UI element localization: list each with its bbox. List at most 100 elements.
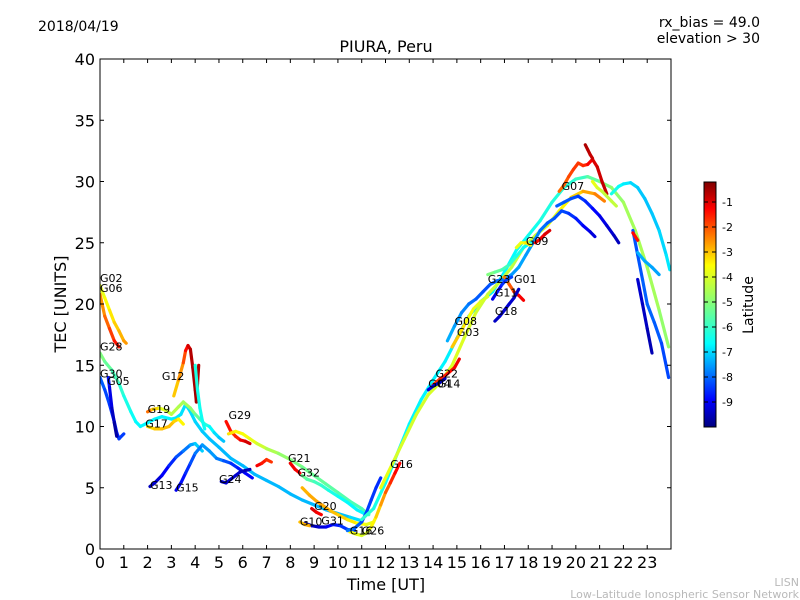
sat-label-g10: G10 xyxy=(300,516,323,529)
x-tick-label: 2 xyxy=(142,553,152,572)
series-g13 xyxy=(148,442,204,489)
series-segment xyxy=(593,192,607,203)
sat-label-g08: G08 xyxy=(455,315,478,328)
series-segment xyxy=(379,491,388,507)
y-tick-label: 20 xyxy=(75,295,95,314)
series-segment xyxy=(657,308,671,349)
series-segment xyxy=(167,455,178,468)
series-segment xyxy=(538,221,549,233)
series-segment xyxy=(200,418,207,431)
colorbar-tick-label: -4 xyxy=(722,271,733,284)
series-segment xyxy=(195,388,202,410)
series-segment xyxy=(595,165,604,184)
series-g09r xyxy=(533,228,552,245)
series-g14 xyxy=(379,189,607,490)
x-axis-label: Time [UT] xyxy=(346,575,425,594)
series-segment xyxy=(636,186,647,201)
series-segment xyxy=(369,515,378,529)
series-segment xyxy=(438,377,447,384)
series-g29b xyxy=(226,429,371,517)
x-tick-label: 19 xyxy=(542,553,562,572)
series-segment xyxy=(360,507,376,522)
footer-network: Low-Latitude Ionospheric Sensor Network xyxy=(570,588,799,600)
series-segment xyxy=(129,410,138,424)
series-segment xyxy=(462,311,478,340)
series-segment xyxy=(645,265,661,312)
sat-label-g04: G04 xyxy=(428,377,451,390)
series-segment xyxy=(640,277,649,306)
x-tick-label: 0 xyxy=(95,553,105,572)
series-segment xyxy=(526,219,542,237)
series-segment xyxy=(588,152,595,160)
series-segment xyxy=(383,481,392,495)
series-segment xyxy=(474,290,485,301)
series-segment xyxy=(514,246,526,258)
colorbar-tick-label: -8 xyxy=(722,371,733,384)
series-segment xyxy=(217,445,233,460)
x-tick-label: 4 xyxy=(190,553,200,572)
sat-label-g24: G24 xyxy=(219,473,242,486)
series-segment xyxy=(636,251,647,263)
y-tick-label: 40 xyxy=(75,50,95,69)
series-segment xyxy=(188,410,197,424)
series-segment xyxy=(374,476,383,490)
series-segment xyxy=(517,293,526,302)
series-segment xyxy=(193,363,200,392)
series-g16 xyxy=(348,461,402,538)
series-segment xyxy=(169,405,181,416)
series-segment xyxy=(481,282,492,294)
x-axis: 0 1 2 3 4 5 6 7 8 9 10 11 12 13 14 15 16 17 18 19 20 21 22 23 xyxy=(95,59,657,572)
sat-label-g28: G28 xyxy=(100,341,123,354)
series-segment xyxy=(657,228,668,257)
series-segment xyxy=(300,486,311,497)
series-segment xyxy=(117,382,126,398)
sat-label-g23: G23 xyxy=(488,273,511,286)
x-tick-label: 17 xyxy=(494,553,514,572)
sat-label-g16: G16 xyxy=(350,524,373,537)
series-segment xyxy=(517,253,528,269)
sat-label-g21: G21 xyxy=(288,452,311,465)
sat-label-g12: G12 xyxy=(162,370,185,383)
series-segment xyxy=(191,366,197,392)
series-segment xyxy=(507,254,519,267)
series-g27 xyxy=(555,194,621,245)
series-segment xyxy=(103,314,112,331)
x-tick-label: 11 xyxy=(352,553,372,572)
series-segment xyxy=(379,461,395,490)
colorbar-tick-label: -2 xyxy=(722,221,733,234)
series-segment xyxy=(633,235,640,242)
series-segment xyxy=(586,175,602,184)
sat-label-g22: G22 xyxy=(436,368,459,381)
series-g28 xyxy=(100,351,364,523)
series-g02 xyxy=(100,284,128,345)
sat-label-g09: G09 xyxy=(526,235,549,248)
series-segment xyxy=(388,471,397,485)
sat-label-g03: G03 xyxy=(457,326,480,339)
series-segment xyxy=(645,302,656,324)
series-segment xyxy=(184,461,192,475)
sat-label-g07: G07 xyxy=(562,180,585,193)
series-segment xyxy=(107,308,116,324)
footer-lisn: LISN xyxy=(774,576,799,589)
series-segment xyxy=(524,241,533,247)
series-g09b xyxy=(255,458,273,468)
series-segment xyxy=(457,319,468,337)
colorbar-tick-label: -1 xyxy=(722,196,733,209)
series-segment xyxy=(471,300,483,311)
series-segment xyxy=(103,360,114,372)
series-segment xyxy=(276,451,292,462)
series-segment xyxy=(574,175,590,181)
x-tick-label: 3 xyxy=(166,553,176,572)
series-segment xyxy=(255,442,269,451)
series-segment xyxy=(543,228,552,236)
x-tick-label: 18 xyxy=(518,553,538,572)
series-segment xyxy=(264,478,280,489)
series-g30b xyxy=(609,181,671,272)
sat-label-g13: G13 xyxy=(150,479,173,492)
series-segment xyxy=(107,326,116,343)
series-g18 xyxy=(493,287,521,323)
sat-label-g01: G01 xyxy=(514,273,537,286)
series-segment xyxy=(650,211,661,233)
series-segment xyxy=(531,228,542,245)
y-tick-label: 5 xyxy=(85,479,95,498)
